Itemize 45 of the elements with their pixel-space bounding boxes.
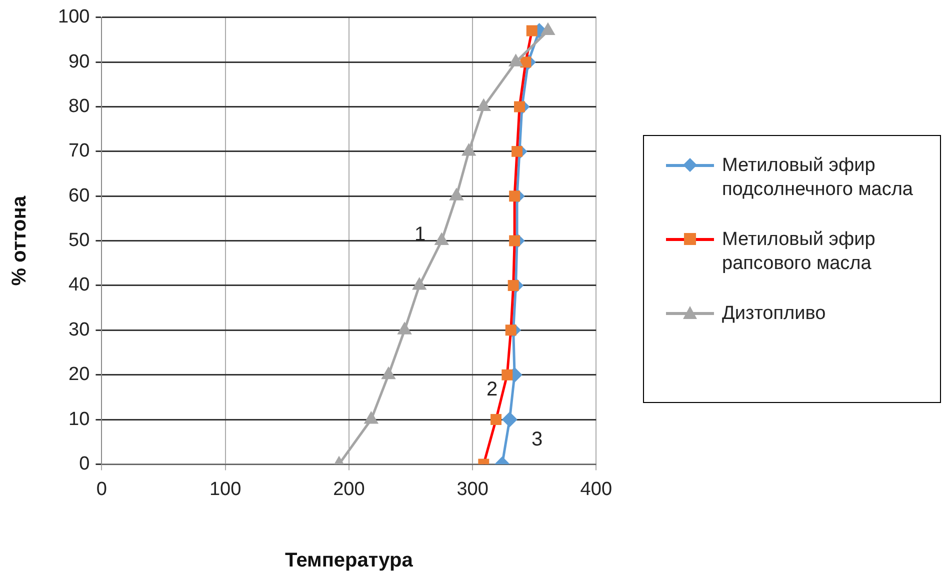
point	[512, 146, 523, 157]
y-tick-label: 40	[68, 274, 90, 296]
point	[509, 54, 522, 66]
x-tick-label: 300	[456, 478, 488, 500]
x-tick-label: 200	[333, 478, 365, 500]
y-axis-title: % оттона	[8, 195, 31, 286]
y-tick-label: 70	[68, 140, 90, 162]
point	[450, 188, 463, 200]
y-tick-label: 80	[68, 96, 90, 117]
point	[435, 234, 448, 246]
annotation: 3	[531, 428, 543, 451]
legend-label: Метиловый эфир подсолнечного масла	[722, 154, 914, 202]
point	[502, 412, 517, 427]
point	[526, 25, 538, 36]
point	[508, 280, 519, 291]
x-tick-label: 0	[96, 478, 107, 500]
y-tick-label: 0	[79, 453, 90, 474]
point	[412, 278, 426, 290]
legend-label: Дизтопливо	[722, 302, 826, 326]
point	[490, 414, 502, 426]
point	[382, 368, 395, 380]
point	[509, 235, 520, 246]
y-tick-label: 60	[68, 185, 90, 206]
annotation: 1	[414, 224, 426, 246]
point	[505, 324, 516, 336]
y-tick-label: 50	[68, 230, 90, 252]
point	[520, 56, 532, 68]
point	[514, 101, 526, 112]
y-tick-label: 100	[58, 6, 90, 28]
x-axis-title: Температура	[284, 550, 414, 572]
x-tick-label: 100	[209, 478, 242, 500]
point	[462, 144, 476, 156]
y-tick-label: 20	[68, 364, 90, 386]
annotation: 2	[486, 378, 498, 401]
point	[541, 24, 554, 36]
point	[398, 322, 411, 334]
y-tick-label: 90	[68, 51, 90, 72]
y-tick-label: 10	[68, 408, 90, 430]
y-tick-label: 30	[68, 319, 90, 340]
point	[477, 100, 490, 112]
x-tick-label: 400	[580, 478, 612, 500]
legend-label: Метиловый эфир рапсового масла	[722, 228, 876, 276]
point	[509, 190, 520, 202]
point	[502, 369, 513, 380]
point	[364, 412, 378, 424]
